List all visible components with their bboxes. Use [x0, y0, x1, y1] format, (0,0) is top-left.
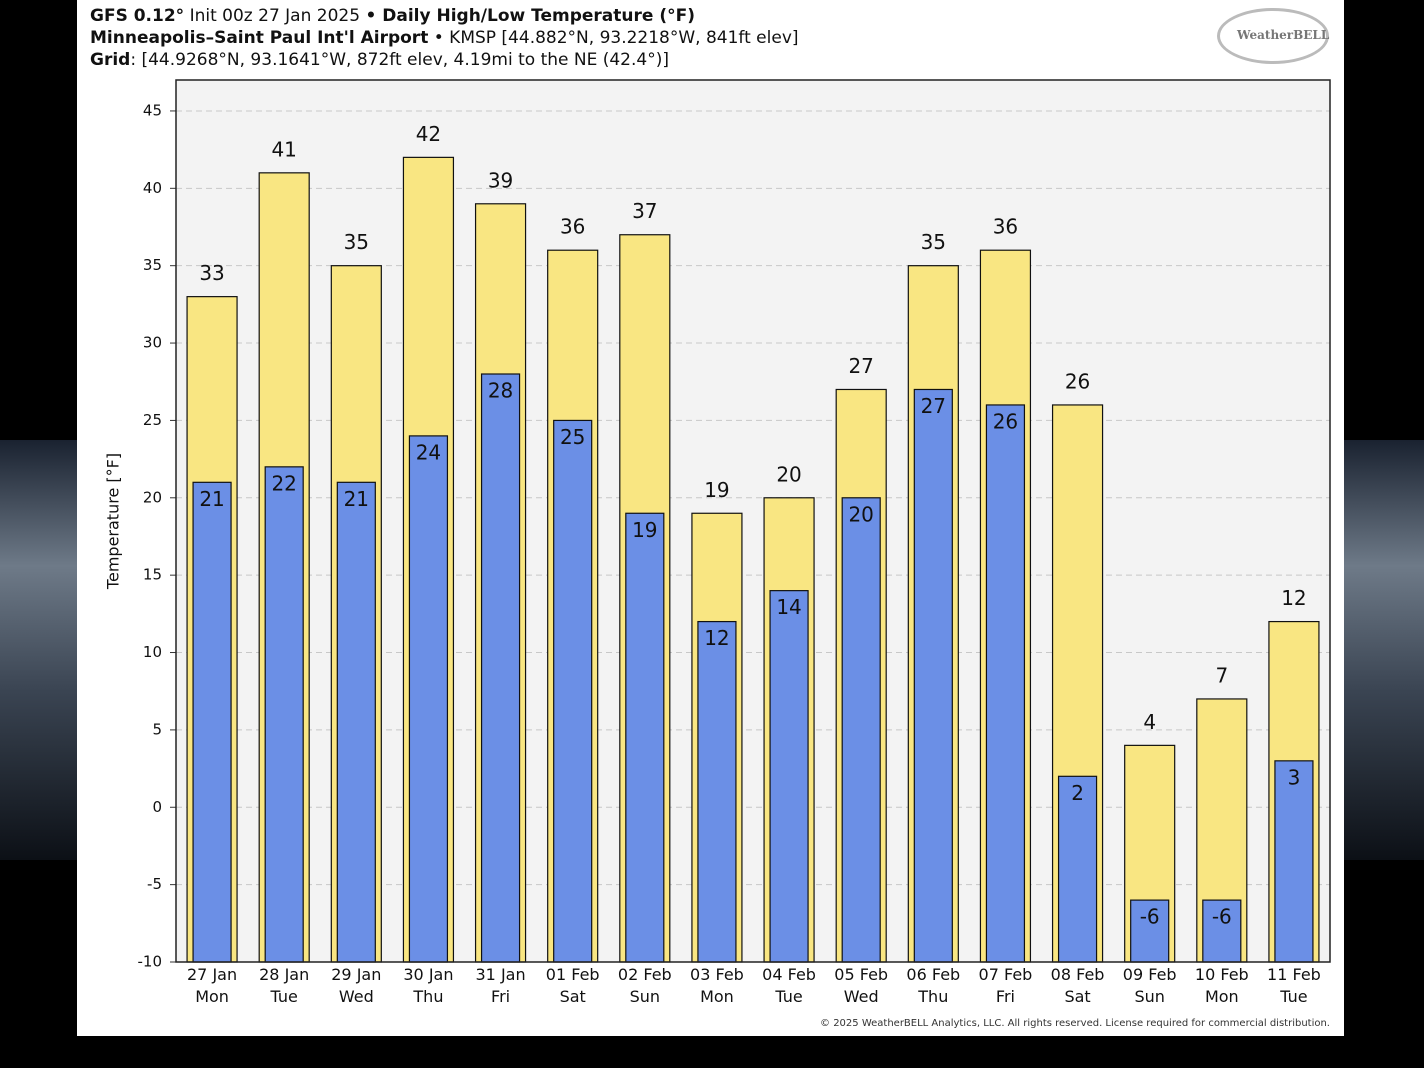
- low-bar: [769, 590, 809, 963]
- value-label: 35: [921, 230, 946, 254]
- value-label: 20: [776, 462, 801, 486]
- title-line: GFS 0.12° Init 00z 27 Jan 2025 • Daily H…: [90, 6, 695, 26]
- x-tick-label: 02 Feb Sun: [617, 965, 672, 1006]
- low-bar: [264, 466, 304, 963]
- value-label: 19: [632, 518, 657, 542]
- y-tick-label: -5: [147, 875, 162, 893]
- plot-frame: [175, 79, 1331, 963]
- station-line: Minneapolis–Saint Paul Int'l Airport • K…: [90, 28, 799, 48]
- low-bar: [1057, 775, 1098, 963]
- x-tick-label: 11 Feb Tue: [1267, 965, 1321, 1006]
- value-label: 21: [199, 487, 224, 511]
- value-label: 26: [993, 409, 1018, 433]
- value-label: 28: [488, 379, 513, 403]
- value-label: 39: [488, 168, 513, 192]
- y-tick-label: 30: [143, 334, 162, 352]
- x-tick-label: 28 Jan Tue: [259, 965, 310, 1006]
- value-label: 3: [1288, 765, 1301, 789]
- value-label: 25: [560, 425, 585, 449]
- low-bar: [480, 373, 521, 963]
- x-tick-label: 27 Jan Mon: [187, 965, 238, 1006]
- value-label: 7: [1215, 663, 1228, 687]
- x-tick-label: 10 Feb Mon: [1194, 965, 1249, 1006]
- x-tick-label: 03 Feb Mon: [690, 965, 744, 1006]
- low-bar: [336, 481, 376, 963]
- grid-info: : [44.9268°N, 93.1641°W, 872ft elev, 4.1…: [130, 50, 669, 70]
- value-label: 41: [271, 137, 296, 161]
- x-tick-label: 07 Feb Fri: [978, 965, 1033, 1006]
- x-tick-label: 06 Feb Thu: [906, 965, 961, 1006]
- value-label: 14: [776, 595, 801, 619]
- logo: WeatherBELL: [1237, 28, 1330, 42]
- value-label: 27: [921, 394, 946, 418]
- x-tick-label: 01 Feb Sat: [545, 965, 600, 1006]
- value-label: -6: [1212, 905, 1232, 929]
- low-bar: [697, 620, 737, 963]
- y-tick-label: 5: [152, 720, 162, 738]
- x-tick-label: 30 Jan Thu: [403, 965, 454, 1006]
- x-tick-label: 05 Feb Wed: [834, 965, 889, 1006]
- low-bar: [1274, 760, 1314, 963]
- low-bar: [625, 512, 665, 963]
- station: Minneapolis–Saint Paul Int'l Airport: [90, 28, 429, 48]
- x-tick-label: 04 Feb Tue: [762, 965, 816, 1006]
- value-label: 21: [344, 487, 369, 511]
- low-bar: [913, 388, 953, 963]
- y-tick-label: 20: [143, 488, 162, 506]
- low-bar: [192, 481, 232, 963]
- value-label: 19: [704, 478, 729, 502]
- grid-line-info: Grid: [44.9268°N, 93.1641°W, 872ft elev,…: [90, 50, 669, 70]
- value-label: 36: [560, 215, 585, 239]
- low-bar: [553, 419, 593, 963]
- background: [0, 440, 80, 860]
- model: GFS 0.12°: [90, 6, 185, 26]
- low-bar: [408, 435, 449, 963]
- init: Init 00z 27 Jan 2025: [189, 6, 361, 26]
- y-tick-label: 10: [143, 643, 162, 661]
- value-label: 4: [1143, 710, 1156, 734]
- value-label: 36: [993, 215, 1018, 239]
- value-label: -6: [1140, 905, 1160, 929]
- value-label: 22: [271, 471, 296, 495]
- value-label: 42: [416, 122, 441, 146]
- x-tick-label: 29 Jan Wed: [331, 965, 382, 1006]
- low-bar: [1202, 899, 1242, 963]
- logo-swirl: [1217, 8, 1329, 64]
- value-label: 12: [704, 626, 729, 650]
- y-tick-label: 35: [143, 256, 162, 274]
- station-info: • KMSP [44.882°N, 93.2218°W, 841ft elev]: [433, 28, 799, 48]
- y-axis-label: Temperature [°F]: [104, 453, 123, 590]
- low-bar: [841, 497, 881, 963]
- y-tick-label: 40: [143, 179, 162, 197]
- grid-label: Grid: [90, 50, 131, 70]
- y-tick-label: 0: [152, 798, 162, 816]
- x-tick-label: 31 Jan Fri: [475, 965, 526, 1006]
- y-tick-label: 15: [143, 566, 162, 584]
- value-label: 26: [1065, 369, 1090, 393]
- x-tick-label: 08 Feb Sat: [1050, 965, 1105, 1006]
- y-tick-label: 25: [143, 411, 162, 429]
- chart-title: • Daily High/Low Temperature (°F): [365, 6, 695, 26]
- background: [1344, 440, 1424, 860]
- value-label: 37: [632, 199, 657, 223]
- low-bar: [1130, 899, 1170, 963]
- value-label: 33: [199, 261, 224, 285]
- value-label: 2: [1071, 781, 1084, 805]
- low-bar: [985, 404, 1026, 963]
- y-tick-label: 45: [143, 101, 162, 119]
- value-label: 20: [848, 502, 873, 526]
- value-label: 12: [1281, 586, 1306, 610]
- value-label: 35: [344, 230, 369, 254]
- y-tick-label: -10: [138, 953, 163, 971]
- copyright: © 2025 WeatherBELL Analytics, LLC. All r…: [820, 1018, 1330, 1029]
- x-tick-label: 09 Feb Sun: [1122, 965, 1177, 1006]
- value-label: 24: [416, 440, 441, 464]
- value-label: 27: [848, 354, 873, 378]
